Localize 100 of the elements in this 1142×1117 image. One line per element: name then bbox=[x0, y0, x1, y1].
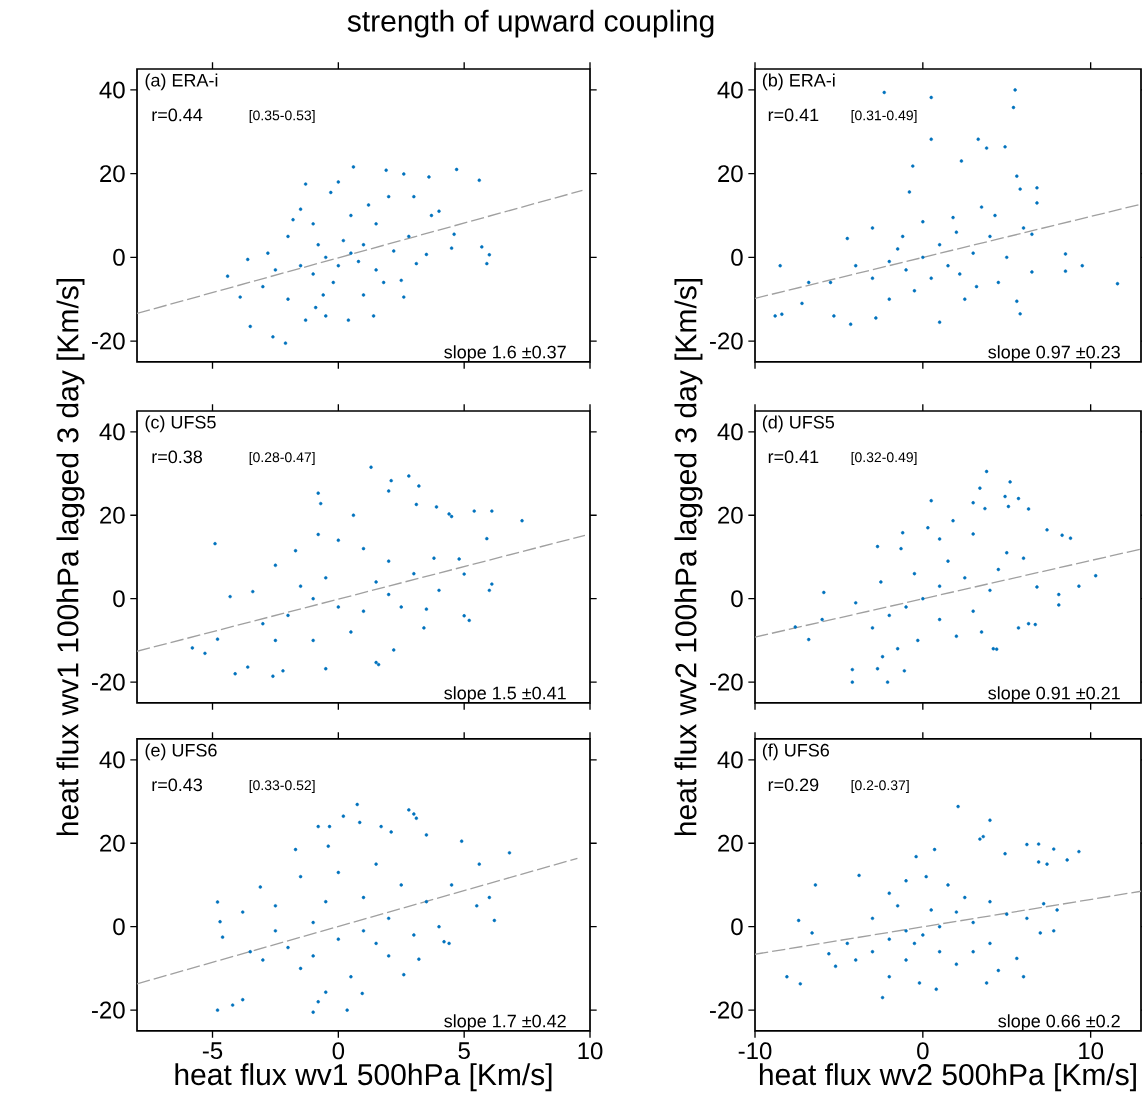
point bbox=[907, 190, 912, 194]
point bbox=[507, 851, 512, 855]
point bbox=[954, 910, 959, 914]
y-tick-label: 20 bbox=[718, 165, 743, 183]
point bbox=[449, 514, 454, 519]
point bbox=[1035, 186, 1039, 190]
point bbox=[833, 964, 838, 969]
x-tick-label: 10 bbox=[578, 1042, 603, 1060]
point bbox=[828, 280, 833, 285]
point bbox=[240, 910, 245, 914]
point bbox=[929, 276, 933, 281]
annotation: slope 1.6 ±0.37 bbox=[444, 345, 566, 362]
point bbox=[946, 263, 950, 268]
point bbox=[215, 900, 220, 904]
point bbox=[806, 637, 811, 642]
point bbox=[1025, 842, 1029, 847]
point bbox=[887, 259, 891, 264]
point bbox=[336, 263, 341, 268]
point bbox=[220, 935, 225, 939]
point bbox=[929, 95, 933, 100]
annotation: slope 0.91 ±0.21 bbox=[988, 686, 1120, 703]
point bbox=[976, 137, 980, 142]
point bbox=[271, 335, 275, 339]
point bbox=[490, 582, 494, 586]
point bbox=[993, 213, 997, 218]
point bbox=[1026, 507, 1031, 511]
point bbox=[988, 234, 992, 239]
point bbox=[286, 945, 290, 950]
point bbox=[946, 883, 950, 887]
point bbox=[934, 987, 938, 992]
point bbox=[349, 630, 353, 634]
point bbox=[324, 990, 328, 994]
y-tick-label: 20 bbox=[718, 834, 743, 852]
point bbox=[963, 576, 967, 580]
point bbox=[402, 172, 406, 176]
y-tick-label: 0 bbox=[113, 590, 125, 608]
point bbox=[988, 588, 992, 593]
point bbox=[341, 238, 346, 243]
point bbox=[336, 538, 341, 543]
point bbox=[1030, 232, 1034, 237]
point bbox=[447, 512, 451, 516]
y-tick-label: -20 bbox=[92, 332, 125, 350]
point bbox=[880, 995, 885, 1000]
point bbox=[921, 220, 925, 224]
point bbox=[1005, 255, 1009, 260]
point bbox=[929, 498, 933, 503]
y-tick-label: 0 bbox=[113, 918, 125, 936]
point bbox=[218, 919, 222, 924]
point bbox=[778, 263, 782, 268]
point bbox=[1063, 269, 1068, 273]
point bbox=[427, 175, 431, 179]
point bbox=[904, 268, 908, 272]
point bbox=[1057, 592, 1061, 597]
point bbox=[921, 255, 925, 260]
point bbox=[1077, 849, 1081, 854]
point bbox=[845, 236, 850, 241]
point bbox=[853, 958, 858, 962]
point bbox=[895, 647, 900, 651]
point bbox=[520, 518, 524, 523]
point bbox=[336, 605, 341, 609]
point bbox=[324, 576, 328, 580]
point bbox=[246, 257, 250, 262]
point bbox=[929, 908, 933, 912]
annotation: r=0.38 bbox=[152, 450, 203, 464]
point bbox=[412, 933, 416, 937]
point bbox=[203, 651, 207, 656]
point bbox=[273, 929, 278, 933]
point bbox=[293, 548, 298, 553]
annotation: r=0.41 bbox=[768, 450, 819, 464]
point bbox=[796, 918, 801, 923]
point bbox=[946, 559, 950, 563]
y-tick-label: 0 bbox=[731, 248, 743, 266]
annotation: (f) UFS6 bbox=[762, 743, 829, 761]
point bbox=[914, 854, 918, 859]
point bbox=[820, 617, 824, 622]
point bbox=[485, 536, 489, 541]
point bbox=[351, 165, 356, 169]
point bbox=[374, 222, 378, 226]
point bbox=[800, 301, 804, 306]
annotation: [0.2-0.37] bbox=[851, 779, 909, 793]
point bbox=[879, 580, 883, 584]
point bbox=[414, 261, 419, 266]
point bbox=[979, 205, 984, 209]
point bbox=[981, 834, 985, 839]
point bbox=[1077, 584, 1081, 588]
point bbox=[926, 526, 930, 530]
x-tick-label: -5 bbox=[202, 1042, 223, 1060]
point bbox=[386, 592, 391, 597]
point bbox=[921, 933, 925, 937]
point bbox=[822, 590, 826, 595]
point bbox=[417, 957, 421, 961]
point bbox=[1038, 931, 1043, 935]
x-tick-label: 0 bbox=[332, 1042, 345, 1060]
point bbox=[374, 862, 378, 866]
point bbox=[386, 916, 391, 921]
point bbox=[480, 245, 484, 249]
point bbox=[857, 873, 861, 878]
point bbox=[959, 159, 964, 163]
y-tick-label: -20 bbox=[710, 673, 743, 691]
point bbox=[298, 207, 303, 211]
